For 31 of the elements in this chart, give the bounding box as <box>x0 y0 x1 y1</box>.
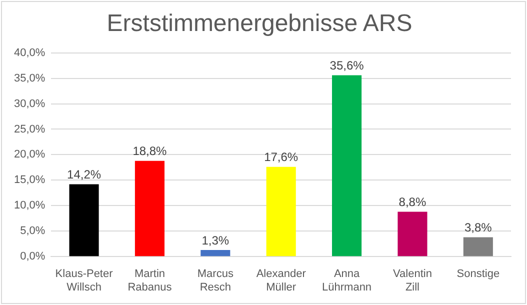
x-tick-label: Anna Lührmann <box>322 268 372 294</box>
y-tick-label: 20,0% <box>14 148 46 161</box>
data-label: 8,8% <box>398 195 426 210</box>
x-tick-label: Martin Rabanus <box>128 268 172 294</box>
y-tick-label: 25,0% <box>14 123 46 136</box>
y-tick-label: 5,0% <box>20 225 46 238</box>
data-label: 1,3% <box>202 233 230 248</box>
bar <box>463 237 493 256</box>
data-label: 35,6% <box>330 58 364 73</box>
bar <box>69 184 99 256</box>
bar <box>332 75 362 256</box>
x-tick-label: Klaus-Peter Willsch <box>55 268 114 294</box>
x-tick-label: Valentin Zill <box>393 268 432 294</box>
x-tick-label: Sonstige <box>456 268 500 280</box>
chart-title: Erststimmenergebnisse ARS <box>106 10 412 38</box>
bar <box>398 212 428 256</box>
y-tick-label: 40,0% <box>14 46 46 59</box>
data-label: 18,8% <box>132 144 168 158</box>
data-label: 14,2% <box>67 168 102 182</box>
data-label: 17,6% <box>264 150 298 164</box>
y-tick-label: 10,0% <box>14 200 46 212</box>
y-tick-label: 35,0% <box>14 72 46 84</box>
y-tick-label: 0,0% <box>20 250 46 263</box>
y-tick-label: 15,0% <box>14 174 46 186</box>
x-tick-label: Marcus Resch <box>197 268 234 294</box>
bar <box>200 250 230 256</box>
bar <box>134 160 164 256</box>
bar <box>266 166 296 256</box>
x-tick-label: Alexander Müller <box>256 268 306 294</box>
data-label: 3,8% <box>464 220 492 235</box>
y-tick-label: 30,0% <box>14 98 46 110</box>
